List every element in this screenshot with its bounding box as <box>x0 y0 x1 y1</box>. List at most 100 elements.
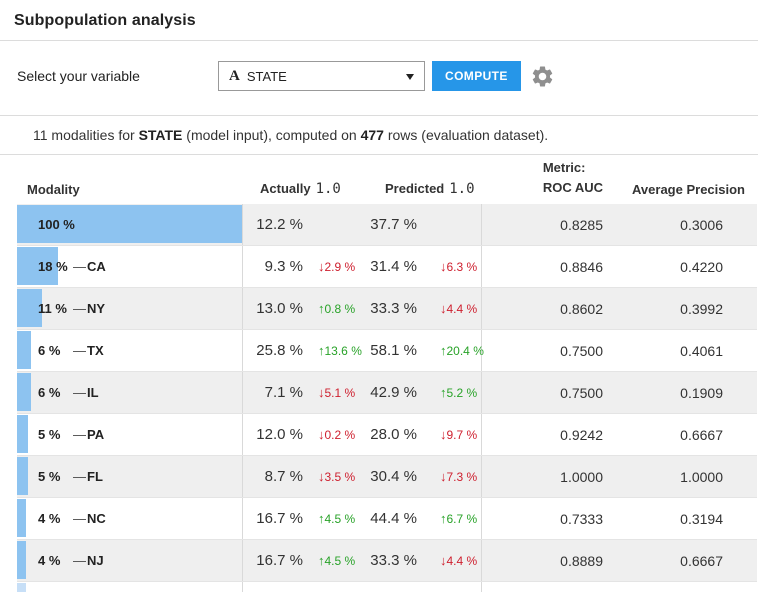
table-row[interactable]: 6 % — TX 25.8 % ↑13.6 % 58.1 % ↑20.4 % 0… <box>17 330 757 372</box>
delta-arrow-icon: ↑ <box>440 343 447 358</box>
compute-button[interactable]: COMPUTE <box>432 61 521 91</box>
predicted-value: 33.3 % <box>370 300 417 317</box>
avg-precision-value: 0.1909 <box>680 384 723 401</box>
actually-label: Actually <box>260 181 311 196</box>
roc-auc-value: 0.8889 <box>560 552 603 569</box>
modality-cell: 5 % — FL <box>17 456 243 497</box>
modality-cell: 100 % <box>17 204 243 245</box>
modality-dash: — <box>73 427 86 442</box>
modality-cell <box>17 582 243 592</box>
avg-precision-value: 1.0000 <box>680 468 723 485</box>
roc-auc-value: 0.7500 <box>560 384 603 401</box>
delta-value: 7.3 % <box>446 470 478 484</box>
modality-code: IL <box>87 385 99 400</box>
delta-arrow-icon: ↑ <box>440 511 447 526</box>
actual-delta: ↓2.9 % <box>318 258 356 274</box>
actual-value: 12.0 % <box>256 426 303 443</box>
predicted-class-value: 1.0 <box>449 181 475 197</box>
delta-arrow-icon: ↓ <box>318 384 325 400</box>
modality-code: NY <box>87 301 106 316</box>
delta-value: 20.4 % <box>446 344 484 358</box>
actual-value: 9.3 % <box>264 258 303 275</box>
delta-value: 5.1 % <box>324 385 356 400</box>
modality-cell: 4 % — NC <box>17 498 243 539</box>
delta-arrow-icon: ↑ <box>318 300 325 316</box>
avg-precision-value: 0.4061 <box>680 342 723 359</box>
table-row[interactable]: 100 % 12.2 % 37.7 % 0.8285 0.3006 <box>17 204 757 246</box>
summary-suffix: rows (evaluation dataset). <box>383 127 549 143</box>
settings-button[interactable] <box>530 64 555 89</box>
subpopulation-table: Modality Actually 1.0 Predicted 1.0 Metric… <box>17 155 757 592</box>
table-row[interactable]: 5 % — PA 12.0 % ↓0.2 % 28.0 % ↓9.7 % 0.9… <box>17 414 757 456</box>
delta-arrow-icon: ↓ <box>440 469 447 484</box>
table-row[interactable]: 6 % — IL 7.1 % ↓5.1 % 42.9 % ↑5.2 % 0.75… <box>17 372 757 414</box>
variable-select[interactable]: A STATE <box>218 61 425 91</box>
actual-value: 12.2 % <box>256 216 303 233</box>
modality-percent: 4 % <box>38 511 61 526</box>
delta-arrow-icon: ↓ <box>318 258 325 274</box>
predicted-delta: ↓9.7 % <box>440 427 477 442</box>
table-row[interactable]: 18 % — CA 9.3 % ↓2.9 % 31.4 % ↓6.3 % 0.8… <box>17 246 757 288</box>
modality-cell: 5 % — PA <box>17 414 243 455</box>
avg-precision-value: 0.6667 <box>680 426 723 443</box>
modality-code: NJ <box>87 553 104 568</box>
actual-delta: ↑0.8 % <box>318 300 355 316</box>
table-row[interactable]: 4 % — NC 16.7 % ↑4.5 % 44.4 % ↑6.7 % 0.7… <box>17 498 757 540</box>
summary-prefix: 11 modalities for <box>33 127 139 143</box>
delta-value: 5.2 % <box>446 386 478 400</box>
string-type-icon: A <box>229 67 240 84</box>
table-row[interactable]: 5 % — FL 8.7 % ↓3.5 % 30.4 % ↓7.3 % 1.00… <box>17 456 757 498</box>
modality-percent: 6 % <box>38 343 61 358</box>
predicted-delta: ↓7.3 % <box>440 469 477 484</box>
metric-label: Metric: <box>542 160 586 175</box>
delta-value: 0.2 % <box>324 427 356 442</box>
col-header-predicted: Predicted 1.0 <box>357 181 482 197</box>
delta-arrow-icon: ↑ <box>318 510 325 526</box>
modality-cell: 11 % — NY <box>17 288 243 329</box>
modality-dash: — <box>73 301 86 316</box>
roc-auc-value: 0.7500 <box>560 342 603 359</box>
predicted-value: 37.7 % <box>370 216 417 233</box>
delta-arrow-icon: ↑ <box>440 385 447 400</box>
delta-arrow-icon: ↑ <box>318 552 325 568</box>
title-bar: Subpopulation analysis <box>0 0 758 41</box>
variable-select-value: STATE <box>246 68 287 84</box>
roc-auc-value: 1.0000 <box>560 468 603 485</box>
modality-bar <box>17 415 29 453</box>
actual-value: 16.7 % <box>256 552 303 569</box>
modality-bar <box>17 247 58 285</box>
col-header-modality: Modality <box>27 182 80 197</box>
modality-percent: 6 % <box>38 385 61 400</box>
modality-bar <box>17 499 26 537</box>
summary-variable: STATE <box>138 127 183 143</box>
summary-row-count: 477 <box>360 127 384 143</box>
avg-precision-value: 0.3194 <box>680 510 723 527</box>
modality-percent: 5 % <box>38 427 61 442</box>
modality-bar <box>17 457 29 495</box>
actual-value: 16.7 % <box>256 510 303 527</box>
predicted-value: 31.4 % <box>370 258 417 275</box>
gear-icon <box>532 66 553 86</box>
modality-percent: 100 % <box>38 217 75 232</box>
delta-value: 2.9 % <box>324 259 356 274</box>
table-row[interactable]: 4 % — NJ 16.7 % ↑4.5 % 33.3 % ↓4.4 % 0.8… <box>17 540 757 582</box>
delta-arrow-icon: ↓ <box>440 553 447 568</box>
delta-value: 4.5 % <box>324 511 356 526</box>
table-row[interactable]: 11 % — NY 13.0 % ↑0.8 % 33.3 % ↓4.4 % 0.… <box>17 288 757 330</box>
table-row-partial[interactable] <box>17 582 757 592</box>
predicted-value: 42.9 % <box>370 384 417 401</box>
modality-percent: 5 % <box>38 469 61 484</box>
select-variable-label: Select your variable <box>17 68 140 84</box>
delta-arrow-icon: ↓ <box>440 259 447 274</box>
col-header-actually: Actually 1.0 <box>243 181 357 197</box>
delta-value: 6.3 % <box>446 260 478 274</box>
delta-value: 4.5 % <box>324 553 356 568</box>
avg-precision-value: 0.3992 <box>680 300 723 317</box>
modality-bar <box>17 541 26 579</box>
predicted-value: 33.3 % <box>370 552 417 569</box>
modality-dash: — <box>73 469 86 484</box>
delta-value: 4.4 % <box>446 554 478 568</box>
modality-percent: 11 % <box>38 301 67 316</box>
modality-bar <box>17 583 26 592</box>
predicted-label: Predicted <box>385 181 445 196</box>
